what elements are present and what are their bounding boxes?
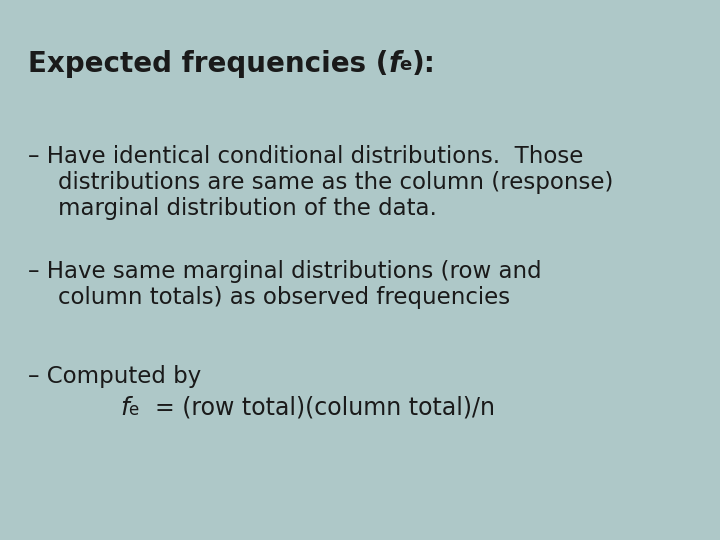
Text: marginal distribution of the data.: marginal distribution of the data. [58, 197, 437, 220]
Text: ):: ): [412, 50, 436, 78]
Text: distributions are same as the column (response): distributions are same as the column (re… [58, 171, 613, 194]
Text: – Computed by: – Computed by [28, 365, 202, 388]
Text: – Have identical conditional distributions.  Those: – Have identical conditional distributio… [28, 145, 583, 168]
Text: e: e [127, 401, 138, 419]
Text: – Have same marginal distributions (row and: – Have same marginal distributions (row … [28, 260, 541, 283]
Text: column totals) as observed frequencies: column totals) as observed frequencies [58, 286, 510, 309]
Text: Expected frequencies (: Expected frequencies ( [28, 50, 389, 78]
Text: = (row total)(column total)/n: = (row total)(column total)/n [140, 396, 495, 420]
Text: f: f [120, 396, 129, 420]
Text: f: f [389, 50, 400, 78]
Text: e: e [400, 56, 412, 74]
